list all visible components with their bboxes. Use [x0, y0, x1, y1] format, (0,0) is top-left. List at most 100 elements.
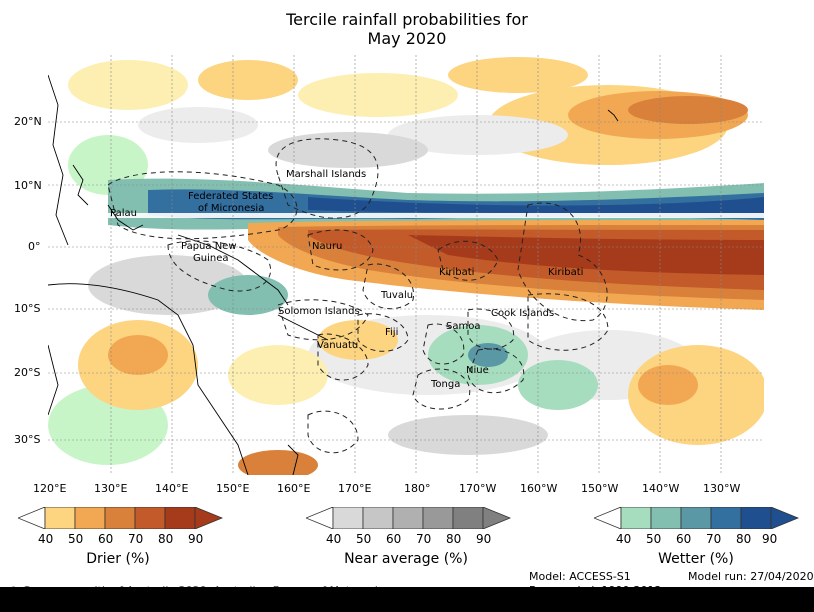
lat-label-10s: 10°S	[14, 302, 41, 315]
lon-label-120e: 120°E	[33, 482, 67, 495]
near-tick-40: 40	[326, 532, 342, 546]
drier-tick-60: 60	[98, 532, 114, 546]
drier-box-3	[104, 506, 136, 530]
wetter-tick-90: 90	[762, 532, 778, 546]
drier-tick-40: 40	[38, 532, 54, 546]
colorbar-drier	[16, 506, 224, 533]
coastlines	[48, 74, 619, 475]
lon-label-160w: 160°W	[520, 482, 558, 495]
drier-box-5	[164, 506, 196, 530]
lat-label-0: 0°	[28, 240, 41, 253]
wetter-tick-50: 50	[646, 532, 662, 546]
lon-label-150e: 150°E	[216, 482, 250, 495]
drier-band	[248, 220, 764, 310]
label-vanuatu: Vanuatu	[317, 340, 359, 351]
wetter-tri-right	[770, 506, 800, 530]
bottom-black-band	[0, 587, 814, 612]
drier-box-2	[74, 506, 106, 530]
drier-tri-left	[16, 506, 46, 530]
near-box-5	[452, 506, 484, 530]
lon-label-140w: 140°W	[642, 482, 680, 495]
wetter-band	[48, 178, 764, 230]
label-marshall-islands: Marshall Islands	[286, 169, 367, 180]
near-tick-50: 50	[356, 532, 372, 546]
lon-label-170e: 170°E	[338, 482, 372, 495]
near-tick-70: 70	[416, 532, 432, 546]
colorbar-near	[304, 506, 512, 533]
copyright-text: © Commonwealth of Australia 2020, Austra…	[8, 584, 398, 589]
near-tick-80: 80	[446, 532, 462, 546]
drier-tri-right	[194, 506, 224, 530]
lon-label-140e: 140°E	[155, 482, 189, 495]
near-box-2	[362, 506, 394, 530]
drier-title: Drier (%)	[86, 551, 150, 567]
base-period-text: Base period: 1990-2012	[529, 584, 661, 589]
near-box-4	[422, 506, 454, 530]
lon-label-180: 180°	[404, 482, 431, 495]
wetter-tick-40: 40	[616, 532, 632, 546]
lon-label-170w: 170°W	[459, 482, 497, 495]
label-nauru: Nauru	[312, 241, 343, 252]
model-run-label: Model run: 27/04/2020	[688, 570, 814, 583]
forecast-map: Marshall Islands Federated States of Mic…	[48, 55, 764, 475]
label-cook-islands: Cook Islands	[491, 308, 555, 319]
wetter-box-4	[710, 506, 742, 530]
title-line-1: Tercile rainfall probabilities for	[286, 10, 528, 29]
chart-title: Tercile rainfall probabilities for May 2…	[0, 10, 814, 48]
wetter-box-3	[680, 506, 712, 530]
lat-label-30s: 30°S	[14, 433, 41, 446]
eez-boundaries	[107, 138, 609, 454]
label-solomon-islands: Solomon Islands	[278, 306, 360, 317]
near-tri-left	[304, 506, 334, 530]
drier-tick-80: 80	[158, 532, 174, 546]
drier-tick-90: 90	[188, 532, 204, 546]
label-tonga: Tonga	[431, 379, 461, 390]
lon-label-130e: 130°E	[94, 482, 128, 495]
lon-label-160e: 160°E	[277, 482, 311, 495]
label-fsm-line1: Federated States	[188, 191, 274, 202]
label-fsm-line2: of Micronesia	[198, 203, 265, 214]
label-kiribati-east: Kiribati	[548, 267, 584, 278]
near-box-3	[392, 506, 424, 530]
wetter-box-1	[620, 506, 652, 530]
lat-label-10n: 10°N	[14, 179, 42, 192]
near-tick-60: 60	[386, 532, 402, 546]
label-png-line2: Guinea	[193, 253, 229, 264]
title-line-2: May 2020	[367, 29, 447, 48]
graticule	[48, 55, 764, 475]
wetter-tick-70: 70	[706, 532, 722, 546]
drier-patches-north	[68, 57, 748, 195]
model-label: Model: ACCESS-S1	[529, 570, 631, 583]
label-samoa: Samoa	[446, 321, 481, 332]
colorbar-wetter-svg	[592, 506, 800, 530]
drier-box-1	[44, 506, 76, 530]
wetter-box-5	[740, 506, 772, 530]
lat-label-20n: 20°N	[14, 115, 42, 128]
near-box-1	[332, 506, 364, 530]
lon-label-150w: 150°W	[581, 482, 619, 495]
label-kiribati-west: Kiribati	[439, 267, 475, 278]
colorbar-wetter	[592, 506, 800, 533]
lon-label-130w: 130°W	[703, 482, 741, 495]
map-canvas	[48, 55, 764, 475]
wetter-tri-left	[592, 506, 622, 530]
drier-tick-50: 50	[68, 532, 84, 546]
near-title: Near average (%)	[344, 551, 468, 567]
colorbar-drier-svg	[16, 506, 224, 530]
label-png-line1: Papua New	[181, 241, 237, 252]
drier-south	[78, 320, 764, 475]
drier-tick-70: 70	[128, 532, 144, 546]
label-fiji: Fiji	[385, 327, 399, 338]
near-tick-90: 90	[476, 532, 492, 546]
label-tuvalu: Tuvalu	[381, 290, 414, 301]
near-tri-right	[482, 506, 512, 530]
drier-box-4	[134, 506, 166, 530]
wetter-title: Wetter (%)	[658, 551, 734, 567]
wetter-tick-60: 60	[676, 532, 692, 546]
lat-label-20s: 20°S	[14, 366, 41, 379]
wetter-box-2	[650, 506, 682, 530]
label-niue: Niue	[466, 365, 489, 376]
label-palau: Palau	[110, 208, 137, 219]
wetter-tick-80: 80	[736, 532, 752, 546]
colorbar-near-svg	[304, 506, 512, 530]
